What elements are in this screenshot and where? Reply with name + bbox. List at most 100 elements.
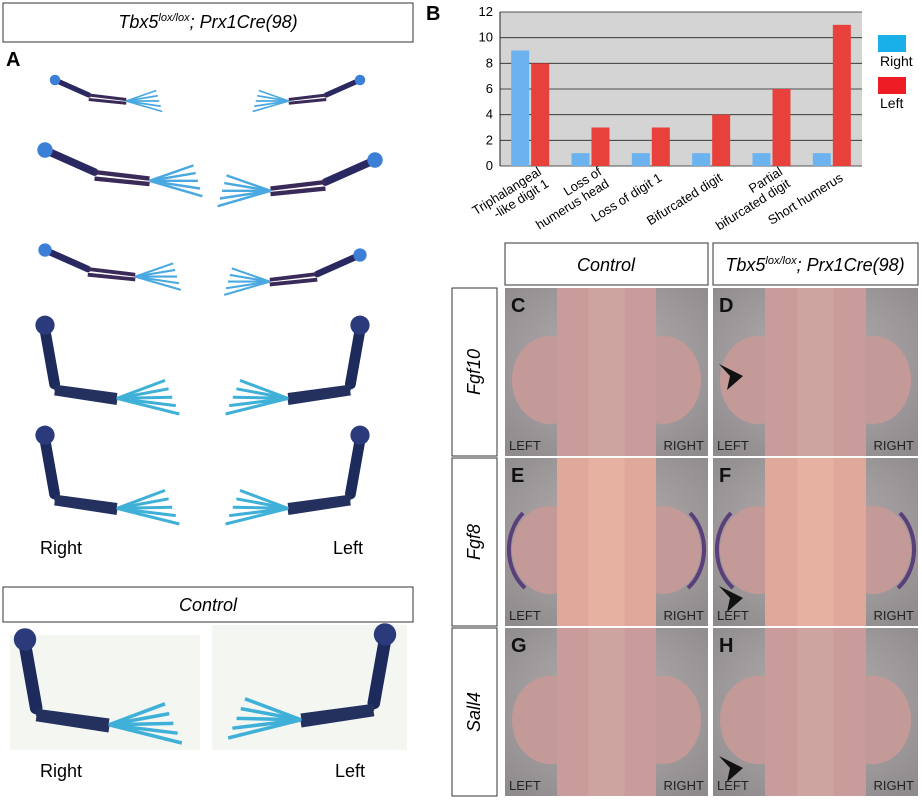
digit	[134, 275, 182, 291]
y-tick-label: 0	[486, 158, 493, 173]
neural-tube	[797, 628, 834, 796]
bone	[287, 384, 351, 405]
digit	[258, 89, 290, 102]
bar	[531, 63, 550, 167]
side-label: LEFT	[717, 608, 749, 623]
digit	[126, 100, 163, 113]
joint	[35, 425, 55, 445]
y-tick-label: 10	[479, 30, 493, 45]
digit	[116, 506, 180, 526]
panel-label: H	[719, 635, 733, 657]
expression	[686, 511, 707, 590]
legend-swatch	[878, 35, 906, 52]
arrowhead	[719, 364, 743, 390]
column-title: Control	[577, 255, 636, 275]
limb	[227, 623, 397, 740]
limb	[223, 248, 367, 296]
side-label: RIGHT	[664, 608, 705, 623]
digit	[116, 396, 180, 416]
skeleton-images	[10, 74, 407, 750]
expression	[896, 511, 917, 590]
column-title: Tbx5lox/lox; Prx1Cre(98)	[725, 255, 904, 275]
digit	[149, 164, 194, 182]
legend-swatch	[878, 77, 906, 94]
digit	[252, 100, 289, 113]
row-label: Sall4	[464, 692, 484, 732]
bone	[54, 494, 118, 515]
joint	[350, 425, 370, 445]
joint	[13, 628, 37, 651]
bar	[511, 50, 530, 166]
joint	[367, 152, 383, 168]
neural-tube	[797, 458, 834, 626]
digit	[149, 179, 203, 198]
bone	[300, 703, 375, 728]
y-tick-label: 8	[486, 55, 493, 70]
joint	[354, 74, 366, 86]
panel-label: C	[511, 295, 525, 317]
bar	[651, 127, 670, 166]
row-label: Fgf8	[464, 524, 484, 560]
bar	[712, 114, 731, 166]
column-header	[504, 242, 709, 286]
expression	[714, 511, 735, 590]
digit	[231, 267, 271, 283]
neural-tube	[797, 288, 834, 456]
limb	[35, 425, 180, 526]
bone	[269, 272, 318, 287]
bone	[344, 324, 366, 390]
side-label: Right	[40, 538, 82, 558]
bone	[288, 93, 327, 105]
bar	[631, 153, 650, 166]
side-label: LEFT	[717, 778, 749, 793]
limb	[252, 74, 366, 113]
bone	[35, 708, 110, 733]
side-label: RIGHT	[874, 438, 915, 453]
limb	[225, 425, 370, 526]
digit	[108, 723, 183, 745]
side-label: LEFT	[509, 438, 541, 453]
digit	[225, 506, 289, 526]
side-label: Left	[333, 538, 363, 558]
limb	[13, 628, 183, 745]
limb	[217, 152, 383, 208]
bar	[832, 24, 851, 167]
limb	[38, 243, 182, 291]
side-label: RIGHT	[874, 608, 915, 623]
bone	[344, 434, 366, 500]
header-box	[2, 586, 414, 623]
limb	[49, 74, 163, 113]
y-tick-label: 2	[486, 132, 493, 147]
bar	[571, 153, 590, 166]
bone	[270, 179, 326, 197]
bone	[321, 156, 379, 186]
digit	[229, 273, 270, 283]
side-label: Right	[40, 761, 82, 781]
panel-label: F	[719, 465, 731, 487]
digit	[126, 94, 158, 102]
y-tick-label: 12	[479, 4, 493, 19]
limb	[225, 315, 370, 416]
bar	[591, 127, 610, 166]
in-situ-panels: Fgf10 C LEFT RIGHT D LEFT RIGHT Fgf8 E LEFT RIGHT F…	[451, 287, 918, 797]
bar	[752, 153, 771, 166]
bone	[39, 324, 61, 390]
digit	[225, 396, 289, 416]
joint	[373, 623, 397, 646]
row-header	[451, 287, 498, 457]
y-tick-label: 4	[486, 107, 493, 122]
bone	[41, 146, 99, 176]
panel-label: B	[426, 3, 440, 25]
bone	[54, 384, 118, 405]
expression	[506, 511, 527, 590]
legend-label: Left	[880, 95, 903, 111]
side-label: LEFT	[717, 438, 749, 453]
bone	[39, 434, 61, 500]
digit	[149, 171, 196, 182]
bone	[87, 267, 136, 282]
side-label: Left	[335, 761, 365, 781]
bone	[41, 246, 92, 273]
digit	[135, 268, 176, 278]
panel-label: D	[719, 295, 733, 317]
row-header	[451, 627, 498, 797]
